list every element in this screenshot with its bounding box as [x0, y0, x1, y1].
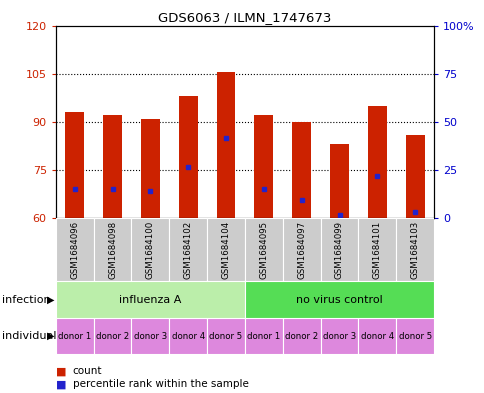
Bar — [282, 218, 320, 281]
Bar — [282, 318, 320, 354]
Bar — [244, 218, 282, 281]
Text: GSM1684101: GSM1684101 — [372, 220, 381, 279]
Text: GSM1684099: GSM1684099 — [334, 220, 343, 279]
Bar — [358, 318, 395, 354]
Text: donor 4: donor 4 — [171, 332, 204, 340]
Text: donor 3: donor 3 — [322, 332, 355, 340]
Bar — [103, 116, 122, 218]
Bar — [93, 318, 131, 354]
Text: ▶: ▶ — [47, 295, 55, 305]
Text: GSM1684102: GSM1684102 — [183, 220, 192, 279]
Bar — [405, 135, 424, 218]
Bar — [320, 318, 358, 354]
Text: donor 3: donor 3 — [134, 332, 166, 340]
Text: individual: individual — [2, 331, 57, 341]
Text: influenza A: influenza A — [119, 295, 181, 305]
Bar — [56, 318, 93, 354]
Bar — [93, 218, 131, 281]
Text: donor 4: donor 4 — [360, 332, 393, 340]
Bar — [169, 218, 207, 281]
Bar — [367, 106, 386, 218]
Text: percentile rank within the sample: percentile rank within the sample — [73, 379, 248, 389]
Text: ■: ■ — [56, 379, 66, 389]
Bar — [169, 318, 207, 354]
Text: GSM1684103: GSM1684103 — [410, 220, 419, 279]
Text: donor 5: donor 5 — [209, 332, 242, 340]
Bar — [395, 318, 433, 354]
Bar — [291, 122, 311, 218]
Bar — [65, 112, 84, 218]
Bar — [254, 116, 273, 218]
Text: GSM1684100: GSM1684100 — [146, 220, 154, 279]
Bar — [131, 218, 169, 281]
Bar — [320, 218, 358, 281]
Text: GSM1684098: GSM1684098 — [108, 220, 117, 279]
Text: GSM1684097: GSM1684097 — [297, 220, 305, 279]
Bar — [207, 218, 244, 281]
Text: donor 5: donor 5 — [398, 332, 431, 340]
Bar — [178, 96, 197, 218]
Bar — [395, 218, 433, 281]
Text: donor 1: donor 1 — [247, 332, 280, 340]
Text: ▶: ▶ — [47, 331, 55, 341]
Text: donor 2: donor 2 — [96, 332, 129, 340]
Text: infection: infection — [2, 295, 51, 305]
Title: GDS6063 / ILMN_1747673: GDS6063 / ILMN_1747673 — [158, 11, 331, 24]
Bar — [56, 218, 93, 281]
Bar — [131, 318, 169, 354]
Text: count: count — [73, 366, 102, 376]
Bar — [358, 218, 395, 281]
Bar — [140, 119, 159, 218]
Text: ■: ■ — [56, 366, 66, 376]
Text: donor 1: donor 1 — [58, 332, 91, 340]
Text: no virus control: no virus control — [296, 295, 382, 305]
Bar — [244, 281, 433, 318]
Bar — [56, 281, 244, 318]
Bar — [216, 72, 235, 218]
Bar — [330, 144, 348, 218]
Text: GSM1684096: GSM1684096 — [70, 220, 79, 279]
Bar — [244, 318, 282, 354]
Text: donor 2: donor 2 — [285, 332, 318, 340]
Text: GSM1684095: GSM1684095 — [259, 220, 268, 279]
Bar — [207, 318, 244, 354]
Text: GSM1684104: GSM1684104 — [221, 220, 230, 279]
